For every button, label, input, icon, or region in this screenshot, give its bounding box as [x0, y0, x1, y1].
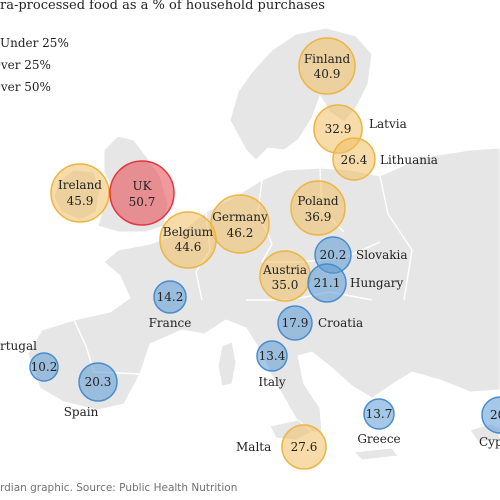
legend-item-over-50: Over 50% [0, 80, 51, 94]
border-line [73, 319, 141, 375]
bubble-malta [281, 424, 327, 470]
value-italy: 13.4 [259, 349, 286, 363]
corsica-sardinia-shape [217, 341, 237, 387]
label-hungary: Hungary [350, 276, 403, 290]
value-poland: 36.9 [305, 210, 332, 224]
bubble-portugal [29, 352, 59, 382]
crete-shape [352, 447, 399, 461]
label-malta: Malta [236, 440, 271, 454]
label-croatia: Croatia [318, 316, 363, 330]
country-bubbles: Finland 40.9 32.9 Latvia 26.4 Lithuania … [0, 37, 500, 470]
bubble-cyprus [481, 396, 500, 434]
value-uk: 50.7 [129, 195, 156, 209]
label-uk: UK [132, 179, 152, 193]
label-italy: Italy [258, 375, 286, 389]
label-spain: Spain [64, 405, 99, 419]
label-cyprus: Cyp [479, 435, 500, 449]
value-france: 14.2 [157, 290, 184, 304]
bubble-poland [290, 180, 346, 236]
label-belgium: Belgium [163, 225, 214, 239]
value-hungary: 21.1 [314, 276, 341, 290]
label-ireland: Ireland [58, 178, 102, 192]
label-slovakia: Slovakia [356, 248, 407, 262]
value-portugal: 10.2 [31, 360, 58, 374]
label-poland: Poland [297, 194, 339, 208]
value-croatia: 17.9 [282, 316, 309, 330]
value-austria: 35.0 [272, 278, 299, 292]
label-germany: Germany [212, 210, 268, 224]
label-finland: Finland [304, 52, 351, 66]
source-credit: rdian graphic. Source: Public Health Nut… [0, 482, 238, 494]
value-latvia: 32.9 [325, 122, 352, 136]
value-germany: 46.2 [227, 226, 254, 240]
value-belgium: 44.6 [175, 240, 202, 254]
bubble-germany [210, 194, 270, 254]
label-portugal: rtugal [0, 339, 37, 353]
border-line [379, 175, 413, 301]
bubble-france [153, 280, 187, 314]
legend-item-over-25: Over 25% [0, 58, 51, 72]
bubble-lithuania [332, 137, 376, 181]
bubble-italy [256, 340, 288, 372]
legend-item-under-25: Under 25% [0, 36, 69, 50]
value-slovakia: 20.2 [320, 248, 347, 262]
bubble-ireland [50, 163, 110, 223]
value-malta: 27.6 [291, 440, 318, 454]
label-latvia: Latvia [369, 117, 407, 131]
bubble-croatia [277, 305, 313, 341]
bubble-uk [109, 160, 175, 226]
map-title: ra-processed food as a % of household pu… [0, 0, 325, 13]
label-lithuania: Lithuania [380, 153, 438, 167]
border-line [246, 291, 373, 301]
value-ireland: 45.9 [67, 194, 94, 208]
label-austria: Austria [262, 263, 307, 277]
bubble-spain [78, 362, 118, 402]
label-france: France [149, 316, 192, 330]
value-finland: 40.9 [314, 67, 341, 81]
bubble-belgium [159, 211, 217, 269]
bubble-greece [363, 398, 395, 430]
value-greece: 13.7 [366, 407, 393, 421]
bubble-finland [298, 37, 356, 95]
value-spain: 20.3 [85, 375, 112, 389]
value-lithuania: 26.4 [341, 153, 368, 167]
value-cyprus: 20 [490, 408, 500, 422]
label-greece: Greece [357, 432, 400, 446]
bubble-hungary [307, 263, 347, 303]
